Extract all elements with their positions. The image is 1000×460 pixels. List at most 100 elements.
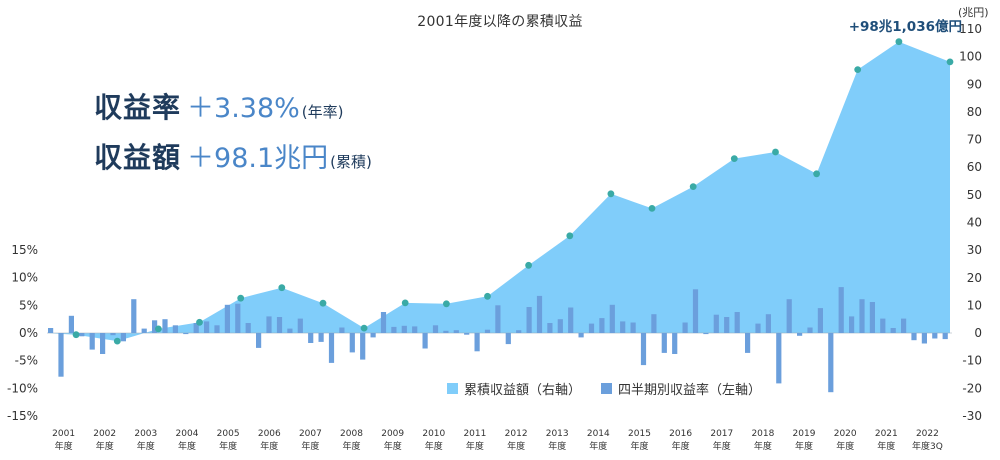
x-axis-period-label: 年度: [96, 440, 114, 452]
quarterly-bar: [131, 299, 137, 333]
quarterly-bar: [745, 333, 751, 353]
x-axis-period-label: 年度: [630, 440, 648, 452]
quarterly-bar: [48, 328, 54, 333]
quarterly-bar: [422, 333, 428, 349]
x-axis-year-label: 2006: [258, 429, 281, 439]
quarterly-bar: [349, 333, 355, 353]
quarterly-bar: [869, 302, 875, 333]
quarterly-bar: [609, 304, 615, 333]
right-axis-tick-label: 30: [967, 243, 982, 257]
x-axis-period-label: 年度3Q: [912, 440, 943, 452]
quarterly-bar: [776, 333, 782, 384]
right-axis-tick-label: 80: [967, 105, 982, 119]
quarterly-bar: [391, 326, 397, 333]
x-axis-period-label: 年度: [301, 440, 319, 452]
quarterly-bar: [89, 333, 95, 350]
x-axis-year-label: 2013: [546, 429, 569, 439]
cumulative-point: [946, 58, 954, 66]
x-axis-period-label: 年度: [672, 440, 690, 452]
quarterly-bar: [339, 327, 345, 333]
quarterly-bar: [672, 333, 678, 354]
quarterly-bar: [526, 307, 532, 333]
right-axis-tick-label: -20: [962, 381, 982, 395]
cumulative-point: [401, 299, 409, 307]
x-axis-period-label: 年度: [384, 440, 402, 452]
right-axis-tick-label: -10: [962, 354, 982, 368]
quarterly-bar: [578, 333, 584, 338]
x-axis-year-label: 2018: [751, 429, 774, 439]
x-axis-period-label: 年度: [55, 440, 73, 452]
cumulative-area: [47, 41, 950, 342]
quarterly-bar: [547, 323, 553, 333]
x-axis-period-label: 年度: [342, 440, 360, 452]
cumulative-point: [278, 284, 286, 292]
quarterly-bar: [724, 317, 730, 333]
quarterly-bar: [193, 323, 199, 333]
quarterly-bar: [224, 304, 230, 333]
x-axis-year-label: 2015: [628, 429, 651, 439]
cumulative-point: [360, 324, 368, 332]
quarterly-bar: [516, 330, 522, 333]
x-axis-year-label: 2019: [793, 429, 816, 439]
x-axis-period-label: 年度: [425, 440, 443, 452]
left-axis-tick-label: 15%: [11, 243, 38, 257]
quarterly-bar: [838, 287, 844, 333]
return-rate-note: (年率): [301, 103, 344, 121]
quarterly-bar: [765, 314, 771, 333]
quarterly-bar: [110, 333, 116, 336]
x-axis-year-label: 2014: [587, 429, 610, 439]
x-axis-period-label: 年度: [466, 440, 484, 452]
x-axis-period-label: 年度: [137, 440, 155, 452]
quarterly-bar: [464, 333, 470, 335]
legend-swatch-cumulative: [447, 383, 458, 394]
quarterly-bar: [308, 333, 314, 343]
quarterly-bar: [734, 312, 740, 333]
x-axis-year-label: 2007: [299, 429, 322, 439]
right-axis-tick-label: 50: [967, 188, 982, 202]
quarterly-bar: [370, 333, 376, 338]
x-axis-period-label: 年度: [877, 440, 895, 452]
quarterly-bar: [849, 316, 855, 333]
quarterly-bar: [183, 333, 189, 335]
quarterly-bar: [68, 315, 74, 333]
quarterly-bar: [360, 333, 366, 360]
quarterly-bar: [100, 333, 106, 354]
x-axis-period-label: 年度: [548, 440, 566, 452]
latest-cumulative-callout: +98兆1,036億円: [848, 19, 962, 35]
x-axis-year-label: 2010: [422, 429, 445, 439]
cumulative-point: [730, 155, 738, 163]
right-axis-tick-label: 70: [967, 133, 982, 147]
cumulative-point: [607, 190, 615, 198]
x-axis-period-label: 年度: [219, 440, 237, 452]
x-axis-year-label: 2020: [834, 429, 857, 439]
quarterly-bar: [120, 333, 126, 342]
quarterly-bar: [942, 333, 948, 340]
quarterly-bar: [911, 333, 917, 341]
x-axis-period-label: 年度: [713, 440, 731, 452]
x-axis-year-label: 2017: [710, 429, 733, 439]
quarterly-bar: [443, 330, 449, 333]
cumulative-point: [319, 299, 327, 307]
quarterly-bar: [682, 322, 688, 333]
cumulative-point: [525, 261, 532, 269]
cumulative-point: [854, 66, 862, 73]
quarterly-bar: [380, 312, 387, 333]
quarterly-bar: [505, 333, 511, 345]
x-axis-year-label: 2001: [52, 429, 75, 439]
quarterly-bar: [703, 333, 709, 335]
return-amount-note: (累積): [330, 153, 372, 171]
cumulative-point: [113, 337, 121, 345]
quarterly-bar: [932, 333, 938, 339]
quarterly-bar: [162, 319, 168, 333]
return-amount-headline: 収益額 ＋98.1兆円 (累積): [94, 136, 372, 176]
quarterly-bar: [797, 333, 803, 336]
quarterly-bar: [786, 299, 792, 333]
quarterly-bar: [828, 333, 834, 393]
quarterly-bar: [287, 328, 293, 333]
cumulative-point: [72, 331, 80, 339]
quarterly-bar: [588, 323, 595, 333]
quarterly-bar: [297, 318, 303, 333]
chart-title: 2001年度以降の累積収益: [417, 14, 583, 30]
legend-label-quarterly: 四半期別収益率（左軸）: [618, 383, 762, 398]
